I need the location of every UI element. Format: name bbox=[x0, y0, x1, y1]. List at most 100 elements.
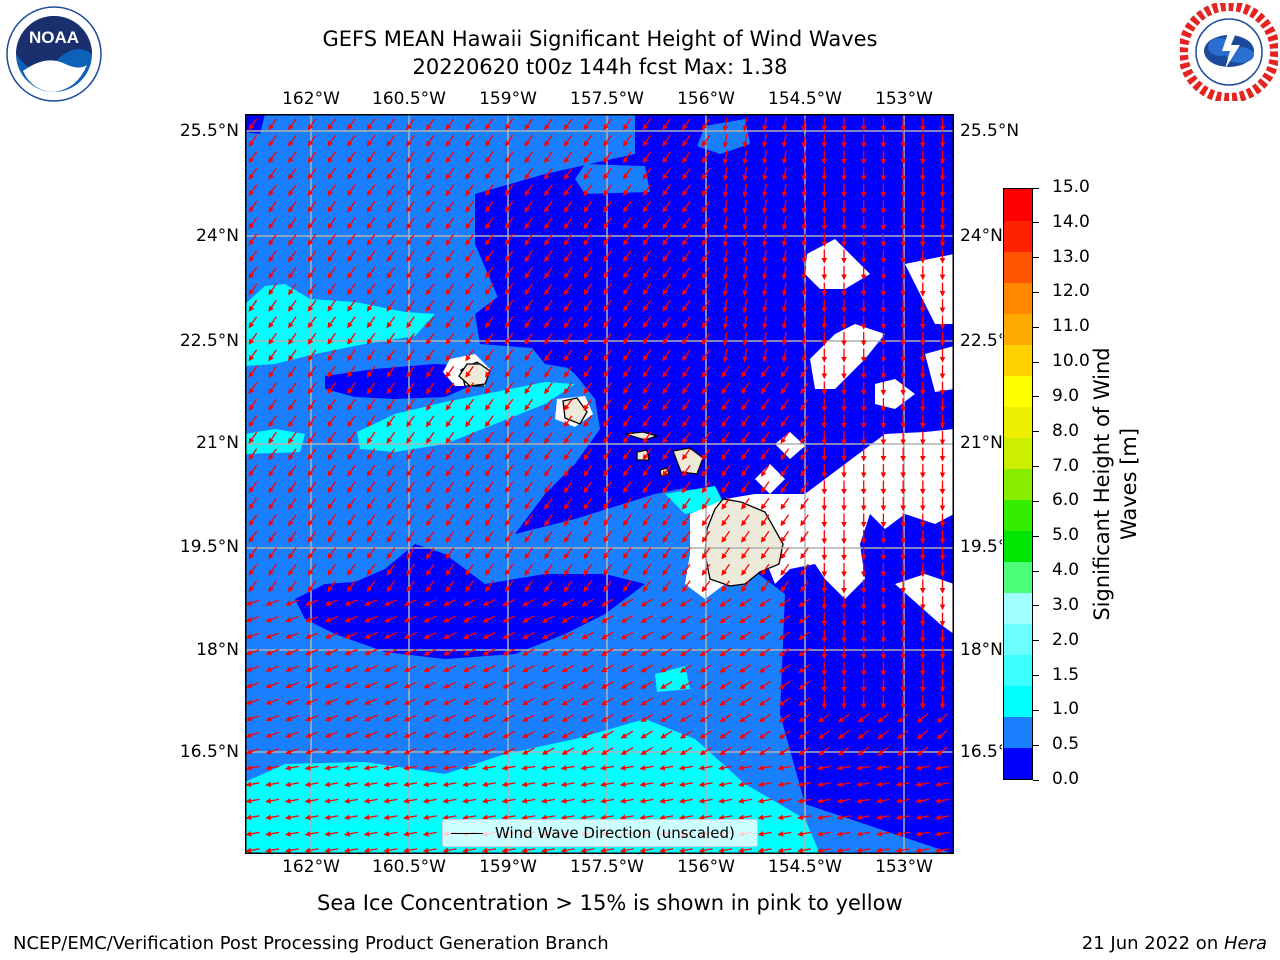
wave-direction-arrowhead bbox=[934, 765, 942, 771]
wave-direction-arrowhead bbox=[841, 505, 847, 512]
wave-direction-arrowhead bbox=[504, 503, 511, 510]
wave-direction-arrowhead bbox=[504, 140, 511, 147]
wave-direction-arrowhead bbox=[544, 140, 550, 147]
wave-direction-arrowhead bbox=[366, 569, 373, 576]
colorbar-segment bbox=[1004, 189, 1032, 221]
wave-direction-arrowhead bbox=[762, 141, 768, 149]
colorbar-tick-mark bbox=[1033, 431, 1039, 433]
wave-direction-arrowhead bbox=[544, 206, 550, 213]
wave-direction-arrowhead bbox=[880, 703, 887, 710]
wave-direction-arrowhead bbox=[524, 355, 530, 362]
wave-direction-arrowhead bbox=[347, 437, 353, 444]
wave-direction-arrowhead bbox=[288, 190, 294, 197]
wave-direction-arrowhead bbox=[406, 355, 412, 362]
wave-direction-arrowhead bbox=[406, 553, 412, 560]
wave-direction-arrowhead bbox=[386, 586, 393, 593]
wave-direction-arrowhead bbox=[721, 437, 727, 444]
wave-direction-arrowhead bbox=[603, 289, 609, 296]
wave-direction-arrowhead bbox=[544, 289, 550, 296]
wave-direction-arrowhead bbox=[485, 569, 491, 576]
wave-direction-arrowhead bbox=[462, 650, 470, 656]
wave-direction-arrowhead bbox=[778, 601, 785, 607]
wave-direction-arrowhead bbox=[682, 338, 688, 345]
wave-direction-arrowhead bbox=[307, 437, 314, 444]
wave-direction-arrowhead bbox=[719, 667, 726, 673]
wave-direction-arrowhead bbox=[561, 667, 568, 673]
wave-direction-arrowhead bbox=[268, 520, 274, 527]
wave-direction-arrowhead bbox=[544, 553, 550, 560]
wave-direction-arrowhead bbox=[900, 126, 906, 132]
wave-direction-arrowhead bbox=[915, 781, 922, 788]
wave-direction-arrowhead bbox=[841, 522, 847, 528]
wave-direction-arrowhead bbox=[939, 505, 946, 512]
wave-direction-arrowhead bbox=[678, 765, 685, 771]
wave-direction-arrowhead bbox=[285, 617, 292, 623]
wave-direction-arrowhead bbox=[781, 290, 788, 297]
wave-direction-arrowhead bbox=[939, 126, 946, 132]
wave-direction-arrowhead bbox=[659, 814, 666, 821]
wave-direction-arrowhead bbox=[659, 847, 666, 854]
wave-direction-arrowhead bbox=[875, 781, 882, 788]
wave-direction-arrowhead bbox=[425, 272, 432, 279]
wave-direction-arrowhead bbox=[268, 569, 274, 576]
wave-direction-arrowhead bbox=[821, 373, 828, 380]
wave-direction-arrowhead bbox=[462, 666, 470, 672]
wave-direction-arrowhead bbox=[366, 404, 373, 411]
wave-direction-arrowhead bbox=[522, 617, 529, 623]
wave-direction-arrowhead bbox=[699, 617, 706, 624]
wave-direction-arrowhead bbox=[916, 733, 923, 740]
wave-direction-arrowhead bbox=[502, 617, 509, 623]
wave-direction-arrowhead bbox=[678, 798, 685, 804]
wave-direction-arrowhead bbox=[288, 487, 294, 494]
wave-direction-arrowhead bbox=[760, 487, 767, 494]
wave-direction-arrowhead bbox=[915, 847, 922, 854]
wave-direction-arrowhead bbox=[245, 666, 253, 672]
wave-direction-arrowhead bbox=[504, 190, 511, 197]
wave-direction-arrowhead bbox=[425, 239, 432, 246]
wave-direction-arrowhead bbox=[347, 470, 353, 477]
wave-direction-arrowhead bbox=[722, 323, 729, 330]
wave-direction-arrowhead bbox=[366, 371, 373, 378]
wave-direction-arrowhead bbox=[662, 437, 668, 444]
wave-direction-arrowhead bbox=[347, 173, 353, 180]
wave-direction-arrowhead bbox=[445, 173, 452, 180]
wave-direction-arrowhead bbox=[639, 781, 646, 788]
wave-direction-arrowhead bbox=[660, 683, 667, 689]
wave-direction-arrowhead bbox=[580, 765, 587, 771]
wave-direction-arrowhead bbox=[622, 338, 629, 345]
wave-direction-arrowhead bbox=[841, 126, 847, 132]
wave-direction-arrowhead bbox=[583, 157, 590, 164]
wave-direction-arrowhead bbox=[406, 520, 412, 527]
wave-direction-arrowhead bbox=[544, 173, 550, 180]
wave-direction-arrowhead bbox=[900, 489, 906, 495]
wave-direction-arrowhead bbox=[544, 569, 550, 576]
wave-direction-arrowhead bbox=[841, 225, 847, 231]
wave-direction-arrowhead bbox=[603, 569, 609, 576]
wave-direction-arrowhead bbox=[462, 749, 470, 755]
wave-direction-arrowhead bbox=[383, 765, 390, 771]
wave-direction-arrowhead bbox=[919, 555, 926, 561]
wave-direction-arrowhead bbox=[939, 687, 946, 693]
wave-direction-arrowhead bbox=[443, 600, 450, 606]
colorbar-segment bbox=[1004, 499, 1032, 532]
ocean-dark-region bbox=[475, 224, 785, 534]
wave-direction-arrowhead bbox=[718, 814, 725, 821]
wave-direction-arrowhead bbox=[583, 503, 590, 510]
wave-direction-arrowhead bbox=[327, 338, 333, 345]
wave-direction-arrowhead bbox=[900, 687, 906, 693]
wave-direction-arrowhead bbox=[800, 487, 806, 494]
wave-direction-arrowhead bbox=[406, 157, 412, 164]
wave-direction-arrowhead bbox=[288, 239, 294, 246]
wave-direction-arrowhead bbox=[856, 765, 863, 771]
wave-direction-arrowhead bbox=[425, 536, 432, 543]
wave-direction-arrowhead bbox=[860, 522, 867, 528]
wave-direction-arrowhead bbox=[939, 324, 946, 330]
wave-direction-arrowhead bbox=[245, 765, 252, 771]
wave-direction-arrowhead bbox=[347, 569, 353, 576]
wave-direction-arrowhead bbox=[880, 588, 887, 594]
wave-direction-arrowhead bbox=[307, 256, 314, 263]
wave-direction-arrowhead bbox=[502, 749, 509, 755]
wave-direction-arrowhead bbox=[423, 716, 430, 722]
wave-direction-arrowhead bbox=[288, 371, 294, 378]
wave-direction-arrowhead bbox=[662, 338, 668, 345]
